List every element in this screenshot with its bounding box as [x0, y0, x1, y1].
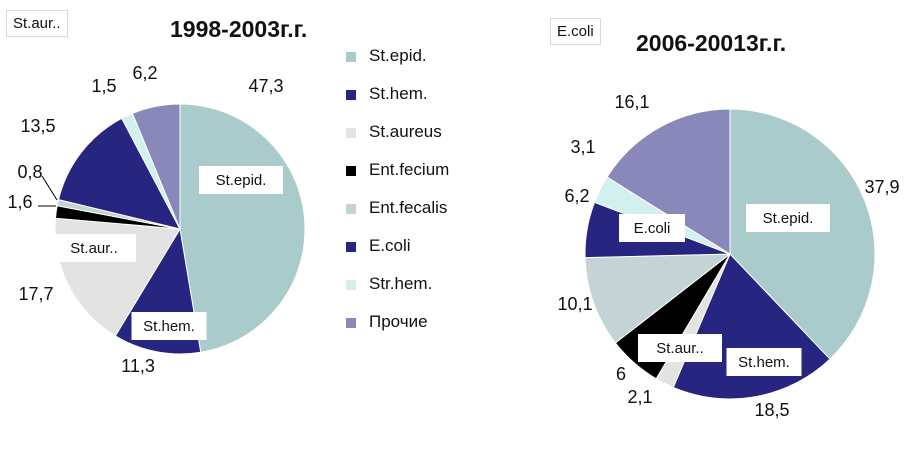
legend-swatch: [346, 166, 356, 176]
callout-box: [746, 204, 830, 232]
chart2-value-label: 2,1: [627, 387, 652, 407]
chart2-slice-callout: St.aur..: [638, 334, 722, 362]
chart1-tag-label: St.aur..: [6, 10, 68, 37]
chart1-value-label: 17,7: [18, 284, 53, 304]
chart1-value-label: 6,2: [132, 63, 157, 83]
legend-swatch: [346, 90, 356, 100]
legend-label: Ent.fecium: [369, 160, 450, 179]
chart1-slice-прочие: [131, 103, 181, 230]
callout-box: [638, 334, 722, 362]
chart1-title: 1998-2003г.г.: [170, 16, 308, 42]
chart2-value-label: 37,9: [864, 177, 899, 197]
chart2-slice-st-epid-: [729, 108, 876, 360]
chart1-value-label: 47,3: [248, 76, 283, 96]
chart2-tag-label: E.coli: [550, 18, 601, 45]
chart1-slice-callout: St.epid.: [199, 166, 283, 194]
callout-box: [619, 214, 685, 242]
chart1-leader-line: [41, 175, 58, 201]
legend-swatch: [346, 128, 356, 138]
chart2-slice-callout: E.coli: [619, 214, 685, 242]
callout-text: E.coli: [634, 220, 671, 237]
chart2-value-label: 6,2: [564, 186, 589, 206]
legend-label: St.epid.: [369, 46, 427, 65]
callout-text: St.hem.: [738, 354, 790, 371]
chart2-value-label: 6: [616, 364, 626, 384]
callout-box: [726, 348, 802, 376]
chart1-value-label: 0,8: [17, 162, 42, 182]
callout-box: [131, 312, 207, 340]
chart2-value-label: 10,1: [557, 294, 592, 314]
legend-label: Прочие: [369, 312, 428, 331]
chart2-title: 2006-20013г.г.: [636, 30, 787, 56]
legend-label: Ent.fecalis: [369, 198, 448, 217]
chart1-value-label: 1,5: [91, 76, 116, 96]
chart1-value-label: 1,6: [7, 192, 32, 212]
legend-swatch: [346, 52, 356, 62]
chart1-slice-e-coli: [57, 117, 181, 230]
legend-label: E.coli: [369, 236, 411, 255]
chart1-value-label: 13,5: [20, 116, 55, 136]
legend-swatch: [346, 242, 356, 252]
legend-label: St.hem.: [369, 84, 428, 103]
chart2-slice-ent-fecalis: [584, 253, 732, 344]
legend-swatch: [346, 280, 356, 290]
chart1-slice-callout: St.aur..: [52, 234, 136, 262]
chart2-value-label: 16,1: [614, 92, 649, 112]
legend-label: Str.hem.: [369, 274, 433, 293]
legend-swatch: [346, 204, 356, 214]
legend-label: St.aureus: [369, 122, 442, 141]
callout-text: St.aur..: [70, 240, 118, 257]
chart2-value-label: 18,5: [754, 400, 789, 420]
legend-swatch: [346, 318, 356, 328]
callout-text: St.epid.: [216, 172, 267, 189]
chart1-slice-callout: St.hem.: [131, 312, 207, 340]
callout-text: St.hem.: [143, 318, 195, 335]
chart2-value-label: 3,1: [570, 137, 595, 157]
chart2-slice-прочие: [606, 108, 731, 255]
chart1-value-label: 11,3: [121, 356, 155, 376]
callout-text: St.aur..: [656, 340, 704, 357]
callout-text: St.epid.: [763, 210, 814, 227]
chart2-slice-callout: St.hem.: [726, 348, 802, 376]
callout-box: [199, 166, 283, 194]
callout-box: [52, 234, 136, 262]
chart2-slice-callout: St.epid.: [746, 204, 830, 232]
